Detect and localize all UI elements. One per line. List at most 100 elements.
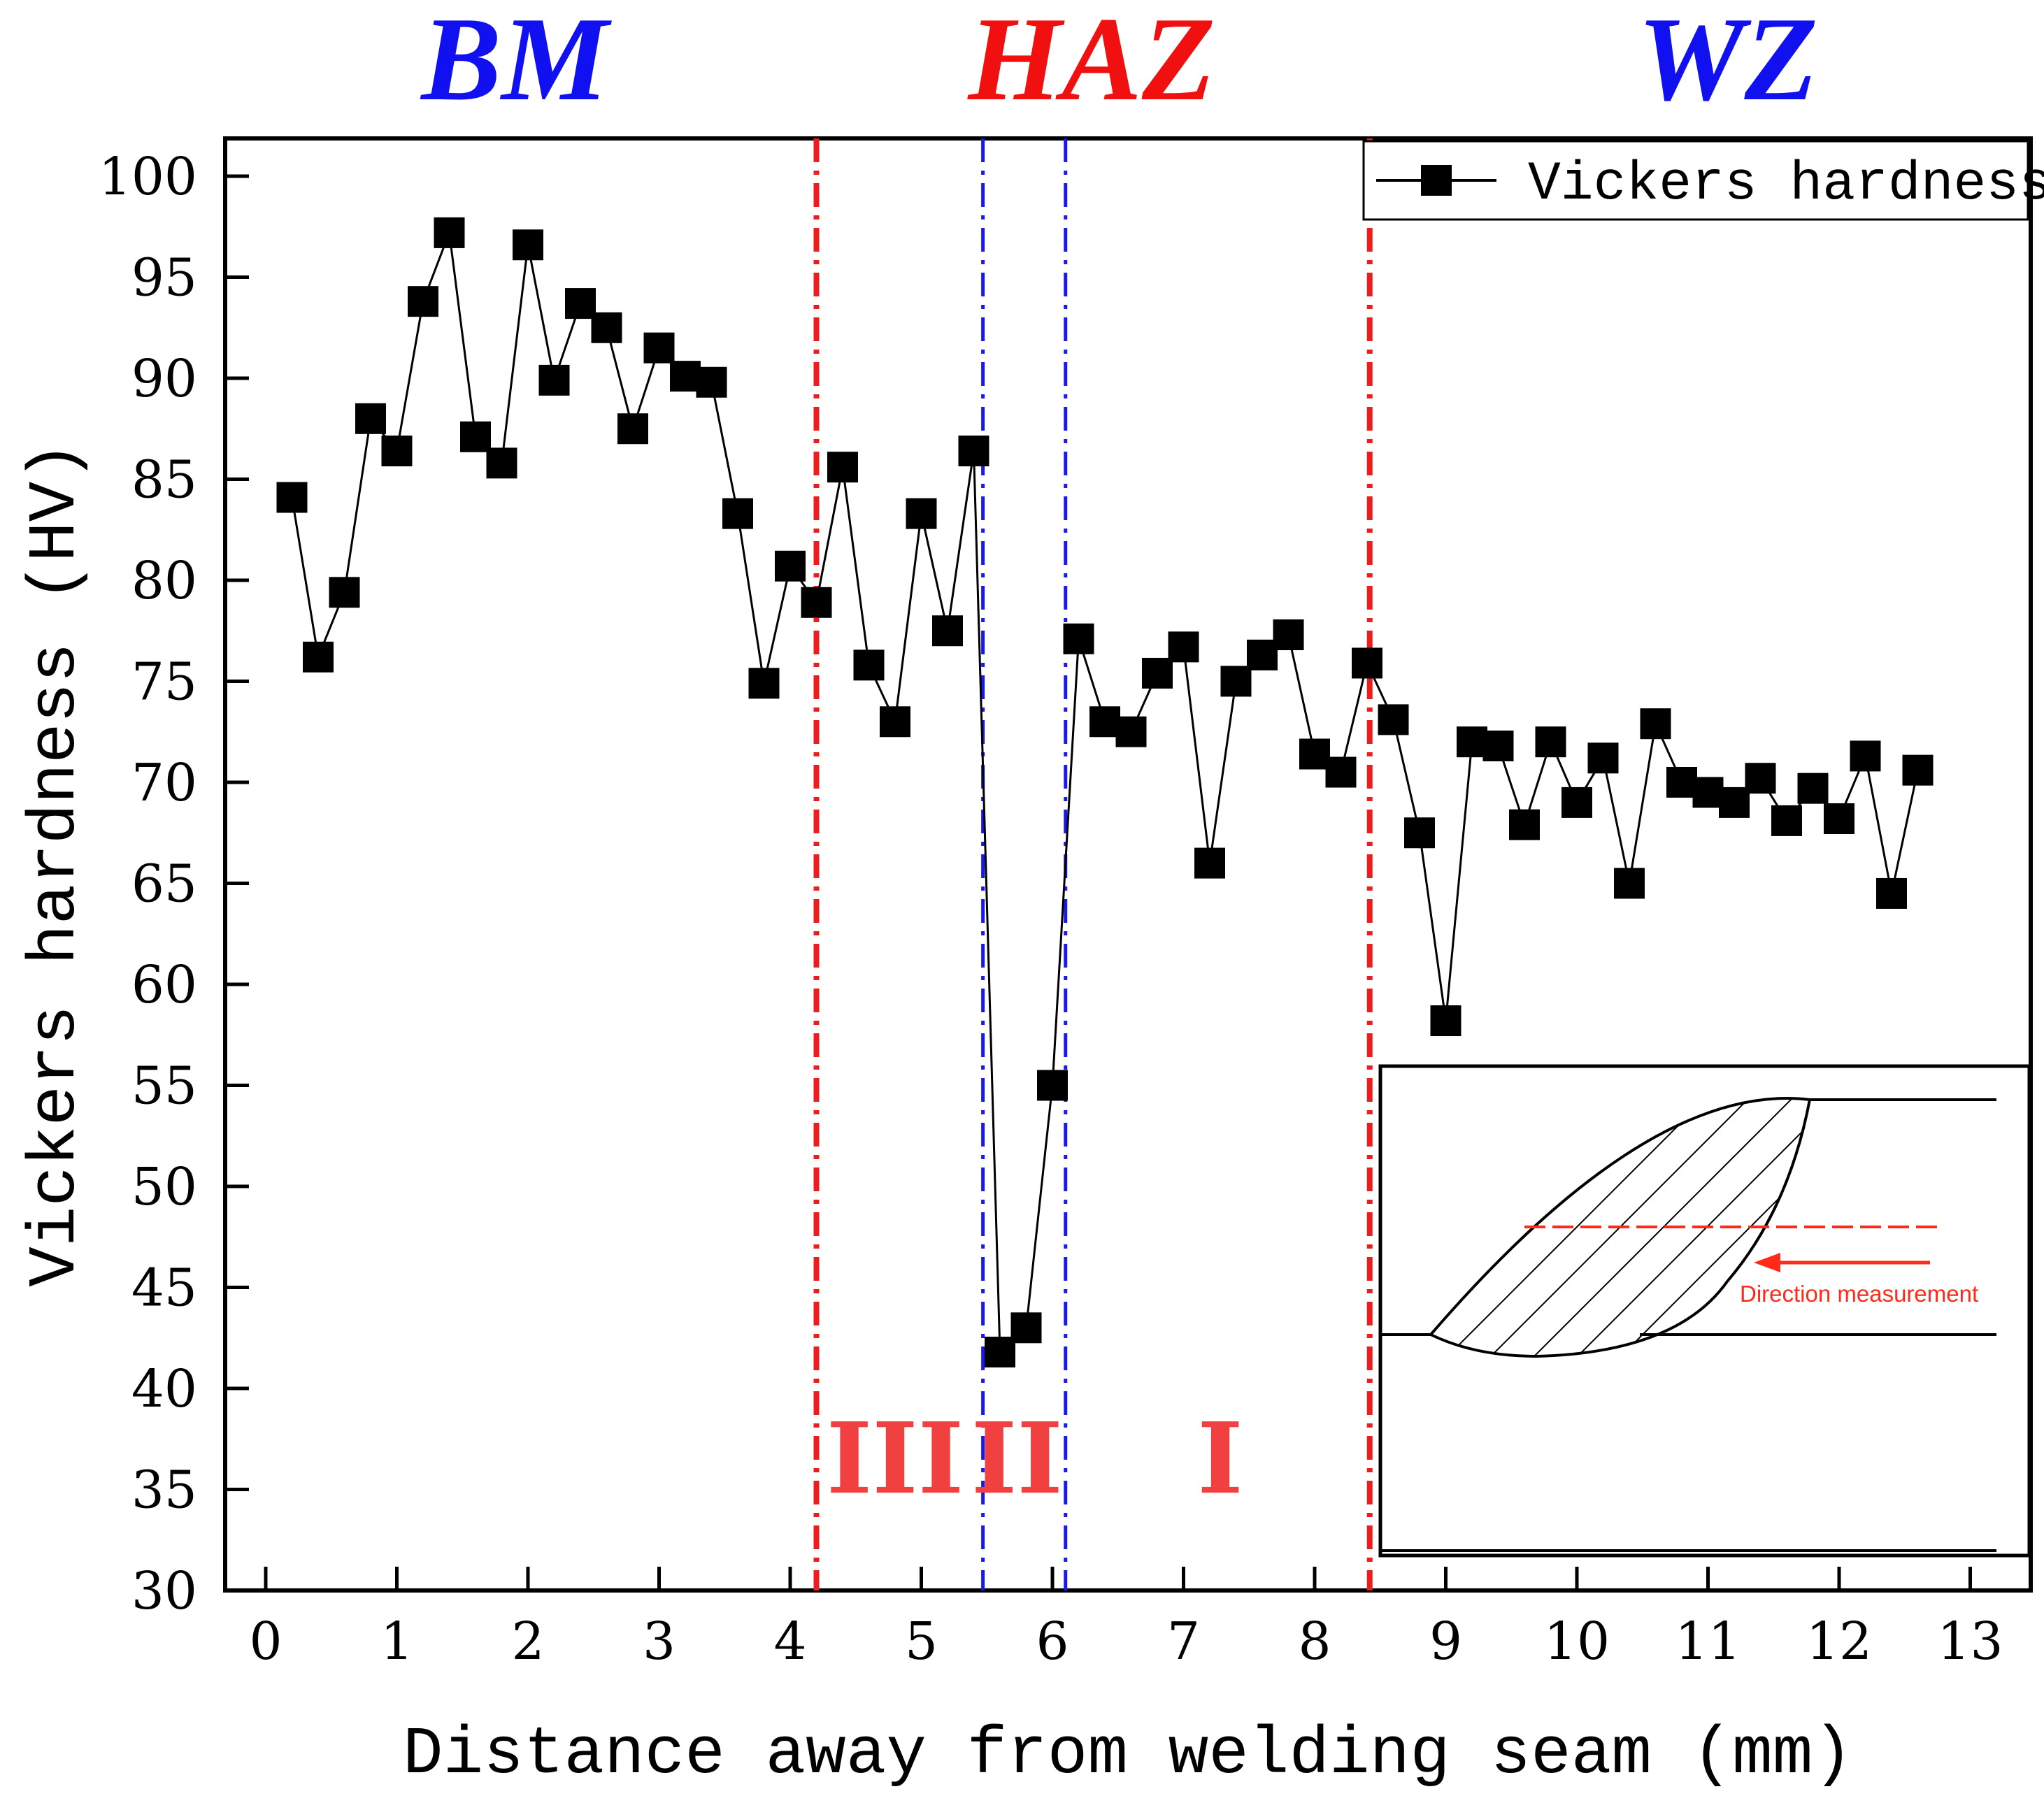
x-axis-title: Distance away from welding seam (mm) [403, 1716, 1853, 1793]
direction-label: Direction measurement [1740, 1281, 1978, 1307]
zone-label-haz: HAZ [966, 0, 1215, 126]
legend-marker [1421, 165, 1452, 196]
data-point [1902, 754, 1934, 786]
data-point [1220, 666, 1252, 697]
data-point [722, 498, 753, 529]
data-point [932, 615, 963, 647]
data-point [906, 498, 937, 529]
y-tick-label: 90 [131, 349, 197, 409]
x-tick-label: 10 [1544, 1611, 1610, 1672]
inset-frame [1378, 1064, 2031, 1558]
data-point [1352, 647, 1382, 679]
y-tick-label: 45 [131, 1258, 197, 1319]
y-tick-label: 50 [131, 1157, 197, 1217]
legend: Vickers hardness [1362, 140, 2044, 221]
boundary-lines [813, 138, 1373, 1590]
data-point [355, 403, 386, 434]
x-tick-label: 0 [249, 1611, 282, 1672]
hatch-line [1606, 1098, 1810, 1356]
data-point [1745, 763, 1776, 794]
y-tick-label: 75 [131, 652, 197, 712]
y-tick-label: 95 [131, 248, 197, 308]
data-point [1509, 809, 1540, 840]
data-point [1719, 786, 1750, 818]
data-point [538, 364, 570, 396]
y-tick-label: 40 [131, 1359, 197, 1419]
x-tick-label: 9 [1429, 1611, 1462, 1672]
legend-label: Vickers hardness [1528, 154, 2044, 215]
hatch-line [2041, 1049, 2044, 1370]
data-point [1430, 1005, 1461, 1037]
data-point [696, 366, 727, 398]
data-point [565, 288, 596, 319]
data-point [1404, 817, 1435, 849]
data-point [853, 649, 885, 681]
data-point [1797, 773, 1829, 804]
zone-labels: BM HAZ WZ [420, 0, 1817, 126]
data-point [985, 1336, 1015, 1367]
x-tick-label: 4 [773, 1611, 806, 1672]
weld-inset: Direction measurement [1378, 1049, 2044, 1558]
data-point [1771, 805, 1802, 836]
data-point [1273, 619, 1304, 651]
x-tick-label: 11 [1675, 1611, 1741, 1672]
x-tick-label: 3 [643, 1611, 676, 1672]
zone-label-bm: BM [420, 0, 612, 126]
y-tick-label: 60 [131, 955, 197, 1015]
data-point [1876, 877, 1907, 909]
y-tick-label: 30 [131, 1561, 197, 1621]
x-ticks: 0 1 2 3 4 5 6 7 8 9 10 11 12 13 [249, 1567, 2003, 1672]
data-point [1457, 726, 1487, 758]
x-tick-label: 5 [905, 1611, 938, 1672]
data-point [513, 229, 543, 261]
data-point [1037, 1070, 1068, 1101]
data-point [643, 332, 675, 364]
data-point [329, 577, 360, 608]
hatch-line [1520, 1098, 1810, 1356]
y-tick-label: 70 [131, 753, 197, 813]
data-point [303, 641, 334, 673]
data-point [670, 361, 701, 392]
direction-arrowhead [1754, 1253, 1780, 1272]
data-point [591, 312, 622, 343]
data-point [1063, 623, 1094, 654]
hardness-series [276, 217, 1934, 1367]
data-point [1482, 730, 1514, 761]
data-point [1115, 716, 1147, 747]
data-point [1194, 847, 1225, 879]
data-point [617, 413, 648, 445]
data-point [1666, 767, 1697, 798]
y-tick-label: 35 [131, 1460, 197, 1521]
x-tick-label: 2 [511, 1611, 544, 1672]
data-point [1142, 657, 1173, 689]
plot-frame [223, 136, 2033, 1593]
y-axis-title: Vickers hardness (HV) [17, 441, 94, 1287]
data-point [1378, 704, 1409, 735]
x-tick-label: 1 [380, 1611, 413, 1672]
data-point [1010, 1312, 1042, 1344]
data-point [801, 587, 832, 618]
data-point [1247, 639, 1278, 670]
data-point [486, 447, 517, 479]
y-tick-label: 80 [131, 551, 197, 611]
data-point [1299, 738, 1330, 770]
x-tick-label: 13 [1937, 1611, 2003, 1672]
data-point [1824, 803, 1854, 835]
data-point [1614, 868, 1645, 899]
region-label-iii: III [827, 1402, 964, 1516]
zone-label-wz: WZ [1638, 0, 1818, 126]
y-tick-label: 65 [131, 854, 197, 914]
data-point [1561, 786, 1592, 818]
data-point [1089, 706, 1120, 738]
data-point [460, 421, 491, 452]
data-point [381, 436, 413, 467]
data-point [827, 452, 858, 483]
data-point [1640, 708, 1671, 740]
data-point [434, 217, 465, 248]
y-ticks: 30 35 40 45 50 55 60 65 70 75 80 85 90 95 100 [99, 147, 249, 1621]
data-point [880, 706, 910, 738]
weld-bead-outline [1428, 1097, 1812, 1358]
data-point [1587, 742, 1619, 774]
data-point [1535, 726, 1566, 758]
